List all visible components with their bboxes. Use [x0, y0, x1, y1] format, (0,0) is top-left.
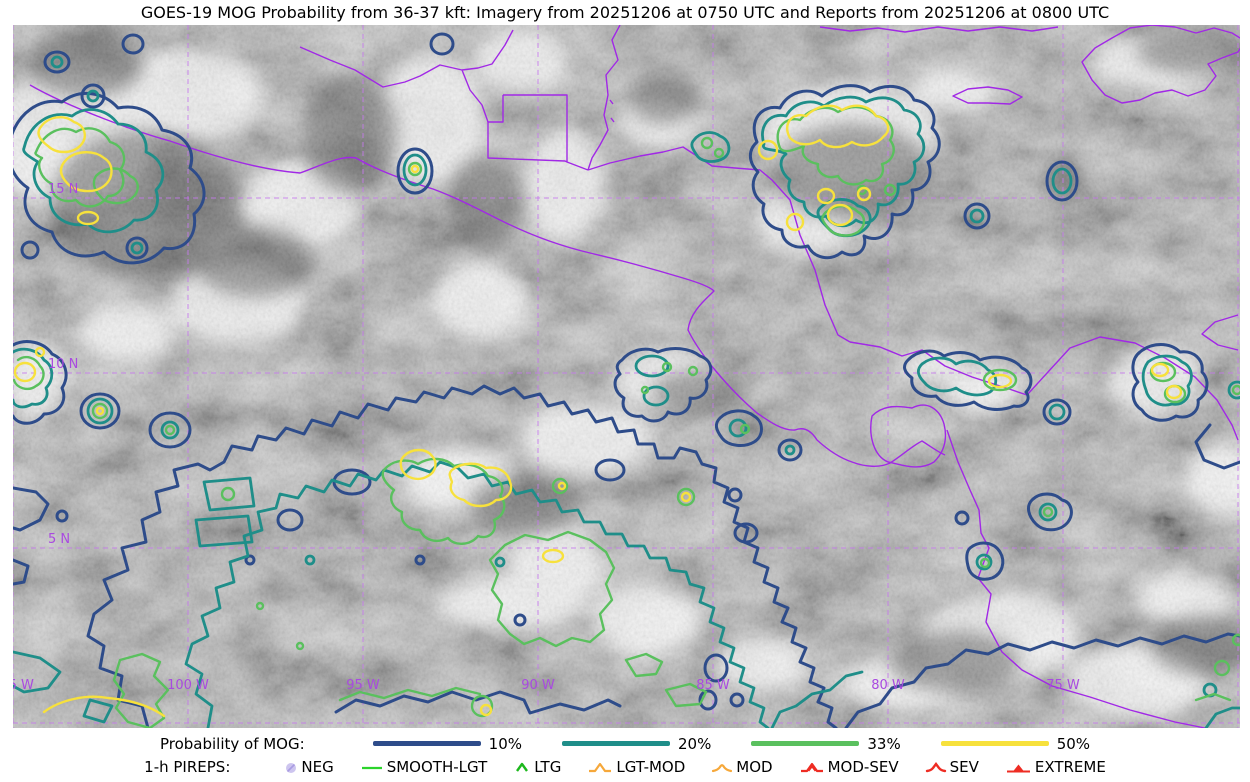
contour-swatch-10pct-icon	[372, 741, 481, 746]
triangle-hat-peak-icon	[800, 762, 823, 772]
null-circle-icon	[286, 762, 297, 773]
contour-swatch-33pct-icon	[751, 741, 860, 746]
lat-label-15n: 15 N	[48, 182, 78, 197]
legend-pirep-neg-label: NEG	[301, 758, 334, 776]
satellite-imagery-layer	[13, 25, 1240, 728]
lat-label-5n: 5 N	[48, 532, 70, 547]
legend-pirep-mod-sev: MOD-SEV	[799, 758, 899, 776]
legend-level-20pct-label: 20%	[678, 734, 712, 753]
legend-level-20pct: 20%	[562, 735, 711, 753]
contour-swatch-20pct-icon	[562, 741, 671, 746]
legend-level-10pct: 10%	[372, 734, 523, 753]
legend-pirep-smooth-lgt-label: SMOOTH-LGT	[386, 758, 488, 776]
legend-probability-label: Probability of MOG:	[159, 734, 305, 753]
legend-pirep-lgt-mod-label: LGT-MOD	[616, 758, 686, 776]
caret-tails-icon	[925, 761, 946, 772]
lat-label-10n: 10 N	[48, 357, 78, 372]
dash-icon	[361, 766, 382, 769]
legend-pirep-ltg-label: LTG	[534, 758, 562, 776]
triangle-hat-icon	[589, 762, 612, 772]
legend-pirep-neg: NEG	[284, 758, 334, 776]
filled-triangle-icon	[1006, 764, 1030, 772]
lon-label-105w: 105 W	[13, 678, 34, 693]
contours-50pct	[13, 104, 1183, 718]
legend-pirep-mod-sev-label: MOD-SEV	[827, 758, 899, 776]
lon-label-90w: 90 W	[521, 678, 555, 693]
legend-pirep-sev-label: SEV	[949, 758, 979, 776]
latlon-gridlines	[13, 25, 1240, 728]
legend-level-50pct-label: 50%	[1056, 734, 1091, 753]
legend-probability: Probability of MOG: 10% 20% 33% 50%	[0, 733, 1250, 754]
lon-label-95w: 95 W	[346, 678, 380, 693]
caret-tails-icon	[712, 763, 733, 772]
geo-labels: 15 N 10 N 5 N 105 W 100 W 95 W 90 W 85 W…	[13, 182, 1080, 693]
lon-label-85w: 85 W	[696, 678, 730, 693]
legend-pirep-smooth-lgt: SMOOTH-LGT	[360, 758, 488, 776]
lon-label-80w: 80 W	[871, 678, 905, 693]
lon-label-100w: 100 W	[167, 678, 209, 693]
legend-pirep-extreme-label: EXTREME	[1034, 758, 1106, 776]
contours-10pct	[13, 32, 1240, 728]
legend-pireps: 1-h PIREPS: NEG SMOOTH-LGT LTG LGT-MOD M…	[0, 756, 1250, 778]
legend-level-50pct: 50%	[940, 734, 1091, 753]
legend-level-10pct-label: 10%	[488, 734, 523, 753]
legend-pirep-lgt-mod: LGT-MOD	[587, 758, 685, 776]
legend-pirep-mod: MOD	[711, 758, 773, 776]
contours-20pct	[13, 55, 1240, 728]
contour-swatch-50pct-icon	[940, 741, 1049, 746]
legend-pirep-extreme: EXTREME	[1005, 758, 1106, 776]
satellite-map: 15 N 10 N 5 N 105 W 100 W 95 W 90 W 85 W…	[13, 25, 1240, 728]
legend-pirep-sev: SEV	[925, 758, 979, 776]
legend-level-33pct-label: 33%	[867, 734, 901, 753]
page-title: GOES-19 MOG Probability from 36-37 kft: …	[140, 3, 1110, 22]
legend-pirep-mod-label: MOD	[736, 758, 773, 776]
lon-label-75w: 75 W	[1046, 678, 1080, 693]
legend-level-33pct: 33%	[751, 734, 901, 753]
legend-pireps-label: 1-h PIREPS:	[144, 758, 231, 776]
legend-pirep-ltg: LTG	[513, 758, 561, 776]
country-borders	[29, 25, 1240, 728]
caret-icon	[516, 762, 529, 772]
map-canvas: 15 N 10 N 5 N 105 W 100 W 95 W 90 W 85 W…	[13, 25, 1240, 728]
